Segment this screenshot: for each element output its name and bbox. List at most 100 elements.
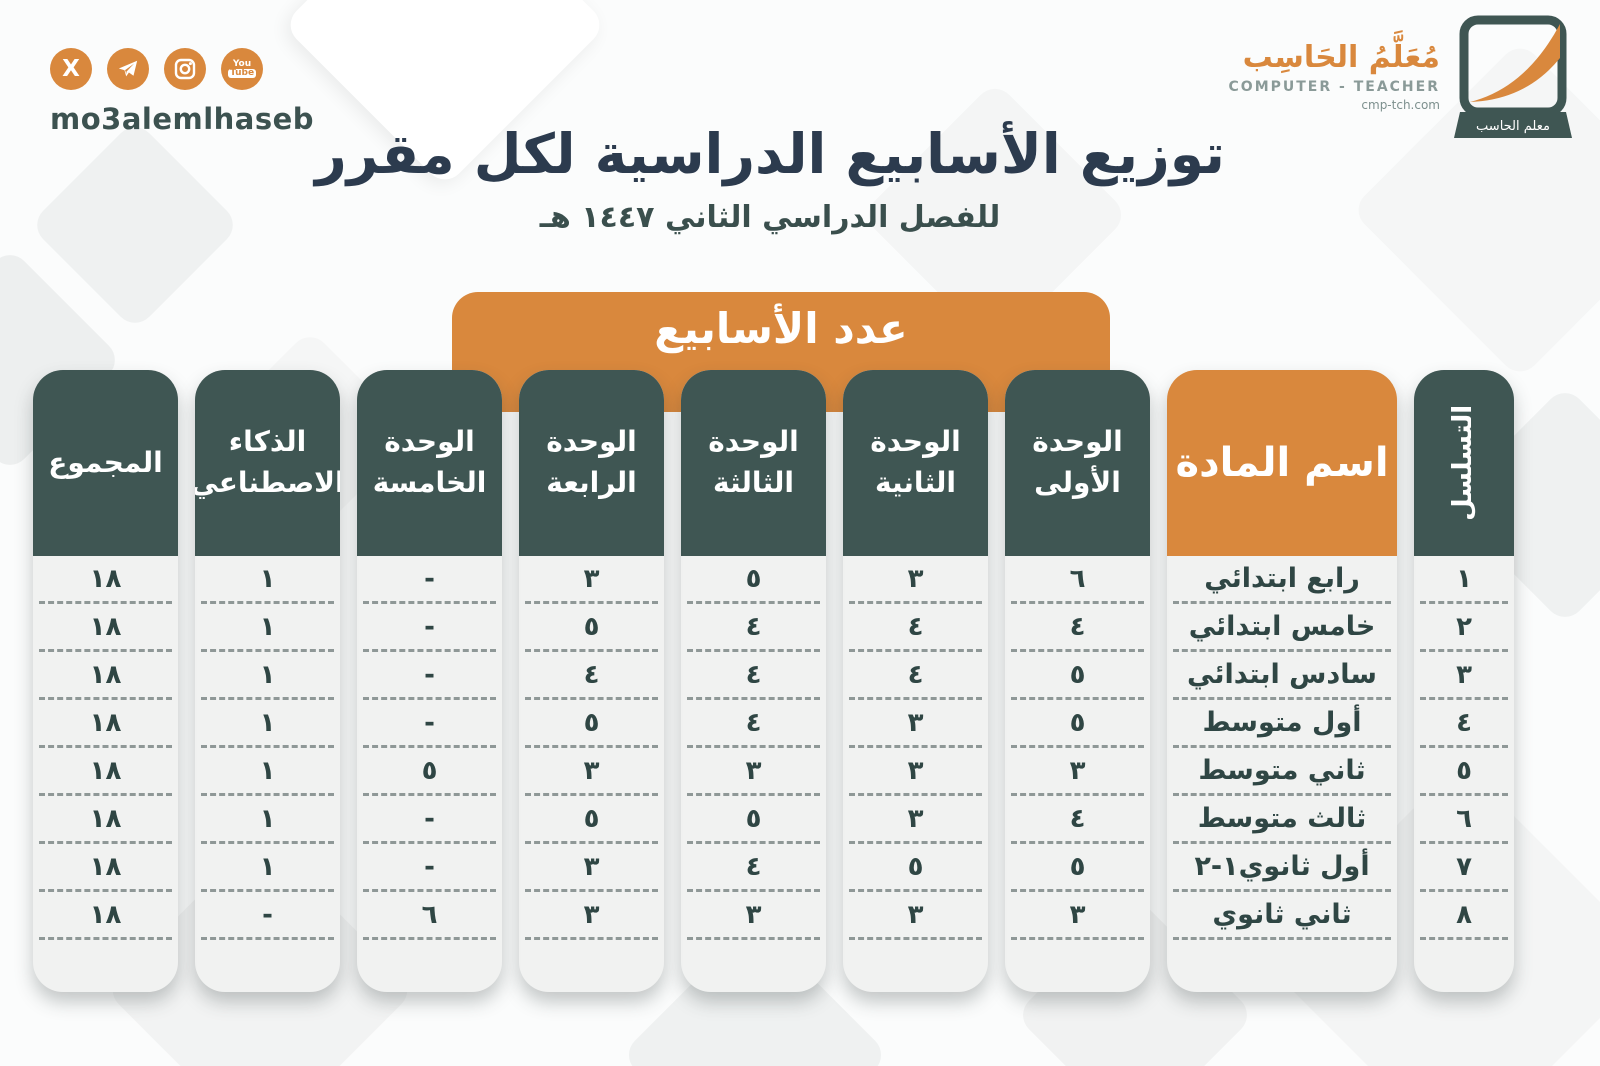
cell-u4-row4: ٥ — [525, 700, 658, 748]
cell-seq-row3: ٣ — [1420, 652, 1508, 700]
cell-name-row1: رابع ابتدائي — [1173, 556, 1391, 604]
cell-u5-row4: - — [363, 700, 496, 748]
cell-seq-row2: ٢ — [1420, 604, 1508, 652]
column-label-u3: الوحدة الثالثة — [708, 425, 799, 499]
cell-u5-row7: - — [363, 844, 496, 892]
camera-icon — [174, 58, 196, 80]
cell-u5-row1: - — [363, 556, 496, 604]
cell-u1-row8: ٣ — [1011, 892, 1144, 940]
cell-seq-row8: ٨ — [1420, 892, 1508, 940]
cell-u3-row6: ٥ — [687, 796, 820, 844]
column-label-total: المجموع — [48, 445, 163, 479]
cell-u3-row2: ٤ — [687, 604, 820, 652]
cell-name-row8: ثاني ثانوي — [1173, 892, 1391, 940]
cell-u1-row4: ٥ — [1011, 700, 1144, 748]
page-subtitle: للفصل الدراسي الثاني ١٤٤٧ هـ — [539, 200, 1001, 235]
cell-seq-row5: ٥ — [1420, 748, 1508, 796]
instagram-icon[interactable] — [164, 48, 206, 90]
cell-u4-row6: ٥ — [525, 796, 658, 844]
svg-text:معلم الحاسب: معلم الحاسب — [1476, 119, 1550, 134]
brand-logo: مُعَلَّمُ الحَاسِب COMPUTER - TEACHER cm… — [1229, 14, 1572, 142]
youtube-glyph: You Tube — [227, 58, 257, 79]
cell-ai-row4: ١ — [201, 700, 334, 748]
cell-total-row4: ١٨ — [39, 700, 172, 748]
cell-ai-row5: ١ — [201, 748, 334, 796]
youtube-icon[interactable]: You Tube — [221, 48, 263, 90]
laptop-logo-icon: معلم الحاسب — [1454, 15, 1572, 138]
cell-u3-row1: ٥ — [687, 556, 820, 604]
cell-u1-row7: ٥ — [1011, 844, 1144, 892]
page-title: توزيع الأسابيع الدراسية لكل مقرر — [315, 122, 1225, 186]
column-header-seq: التسلسل — [1414, 370, 1514, 556]
cell-u2-row7: ٥ — [849, 844, 982, 892]
cell-name-row3: سادس ابتدائي — [1173, 652, 1391, 700]
column-u2: الوحدة الثانية ٣ ٤ ٤ ٣ ٣ ٣ ٥ ٣ — [843, 370, 988, 992]
cell-name-row7: أول ثانوي١-٢ — [1173, 844, 1391, 892]
cell-u4-row8: ٣ — [525, 892, 658, 940]
brand-wordmark: مُعَلَّمُ الحَاسِب COMPUTER - TEACHER cm… — [1229, 40, 1440, 112]
cell-u2-row3: ٤ — [849, 652, 982, 700]
cell-ai-row3: ١ — [201, 652, 334, 700]
cell-u3-row5: ٣ — [687, 748, 820, 796]
cell-total-row7: ١٨ — [39, 844, 172, 892]
column-body-name: رابع ابتدائي خامس ابتدائي سادس ابتدائي أول … — [1167, 556, 1397, 940]
cell-name-row4: أول متوسط — [1173, 700, 1391, 748]
cell-total-row3: ١٨ — [39, 652, 172, 700]
cell-u1-row2: ٤ — [1011, 604, 1144, 652]
cell-name-row6: ثالث متوسط — [1173, 796, 1391, 844]
column-body-total: ١٨ ١٨ ١٨ ١٨ ١٨ ١٨ ١٨ ١٨ — [33, 556, 178, 940]
cell-u4-row7: ٣ — [525, 844, 658, 892]
column-header-u1: الوحدة الأولى — [1005, 370, 1150, 556]
column-label-u5: الوحدة الخامسة — [372, 425, 487, 499]
cell-u4-row3: ٤ — [525, 652, 658, 700]
cell-total-row5: ١٨ — [39, 748, 172, 796]
cell-u4-row2: ٥ — [525, 604, 658, 652]
social-handle: mo3alemlhaseb — [50, 102, 315, 136]
cell-u2-row8: ٣ — [849, 892, 982, 940]
column-name: اسم المادة رابع ابتدائي خامس ابتدائي سادس ا… — [1167, 370, 1397, 992]
column-header-total: المجموع — [33, 370, 178, 556]
cell-u1-row6: ٤ — [1011, 796, 1144, 844]
cell-u1-row5: ٣ — [1011, 748, 1144, 796]
cell-u1-row3: ٥ — [1011, 652, 1144, 700]
cell-u5-row6: - — [363, 796, 496, 844]
telegram-icon[interactable] — [107, 48, 149, 90]
social-block: X You Tube mo3alemlhaseb — [50, 48, 314, 136]
cell-seq-row1: ١ — [1420, 556, 1508, 604]
cell-ai-row6: ١ — [201, 796, 334, 844]
cell-u5-row5: ٥ — [363, 748, 496, 796]
cell-u2-row4: ٣ — [849, 700, 982, 748]
brand-website: cmp-tch.com — [1361, 98, 1440, 112]
brand-name-arabic: مُعَلَّمُ الحَاسِب — [1242, 40, 1440, 75]
cell-total-row2: ١٨ — [39, 604, 172, 652]
cell-u2-row1: ٣ — [849, 556, 982, 604]
column-seq: التسلسل ١ ٢ ٣ ٤ ٥ ٦ ٧ ٨ — [1414, 370, 1514, 992]
column-header-u5: الوحدة الخامسة — [357, 370, 502, 556]
column-label-u4: الوحدة الرابعة — [546, 425, 637, 499]
brand-name-english: COMPUTER - TEACHER — [1228, 79, 1440, 95]
column-ai: الذكاء الاصطناعي ١ ١ ١ ١ ١ ١ ١- — [195, 370, 340, 992]
cell-u2-row5: ٣ — [849, 748, 982, 796]
cell-total-row8: ١٨ — [39, 892, 172, 940]
column-u1: الوحدة الأولى ٦ ٤ ٥ ٥ ٣ ٤ ٥ ٣ — [1005, 370, 1150, 992]
cell-u2-row2: ٤ — [849, 604, 982, 652]
x-icon[interactable]: X — [50, 48, 92, 90]
column-header-name: اسم المادة — [1167, 370, 1397, 556]
cell-u5-row8: ٦ — [363, 892, 496, 940]
cell-seq-row6: ٦ — [1420, 796, 1508, 844]
cell-name-row5: ثاني متوسط — [1173, 748, 1391, 796]
cell-u3-row4: ٤ — [687, 700, 820, 748]
cell-ai-row8: - — [201, 892, 334, 940]
column-header-ai: الذكاء الاصطناعي — [195, 370, 340, 556]
column-label-ai: الذكاء الاصطناعي — [195, 425, 340, 499]
column-label-seq: التسلسل — [1448, 404, 1479, 522]
column-header-u2: الوحدة الثانية — [843, 370, 988, 556]
cell-ai-row7: ١ — [201, 844, 334, 892]
cell-seq-row4: ٤ — [1420, 700, 1508, 748]
